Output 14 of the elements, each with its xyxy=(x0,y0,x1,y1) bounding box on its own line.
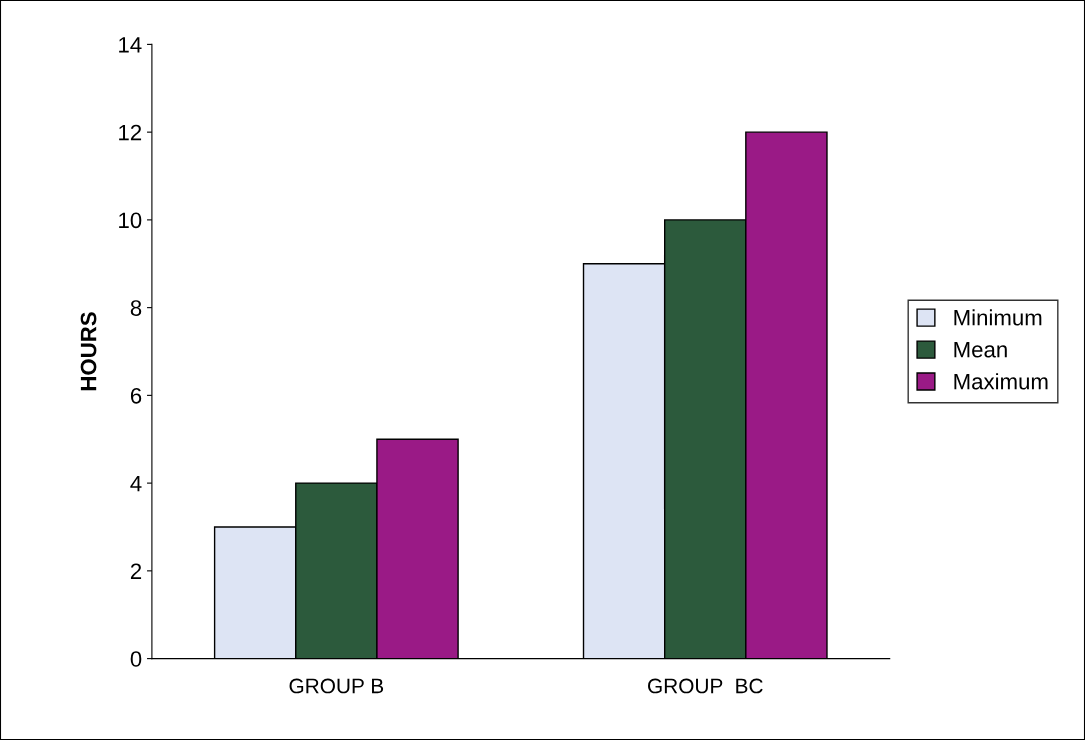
x-tick-label: GROUP BC xyxy=(648,678,763,694)
y-tick-label: 12 xyxy=(119,124,142,141)
y-tick-label: 4 xyxy=(130,475,142,492)
legend-label: Mean xyxy=(954,342,1007,358)
y-tick-label: 10 xyxy=(119,212,142,229)
y-tick-label: 0 xyxy=(130,651,142,667)
y-tick-label: 8 xyxy=(130,300,142,316)
legend-label: Maximum xyxy=(954,373,1048,390)
x-tick-label: GROUP B xyxy=(289,678,384,694)
legend-label: Minimum xyxy=(954,309,1042,326)
y-tick-label: 2 xyxy=(130,563,142,579)
y-tick-label: 6 xyxy=(130,387,142,404)
y-tick-label: 14 xyxy=(119,37,142,53)
y-axis-title: HOURS xyxy=(80,312,97,391)
